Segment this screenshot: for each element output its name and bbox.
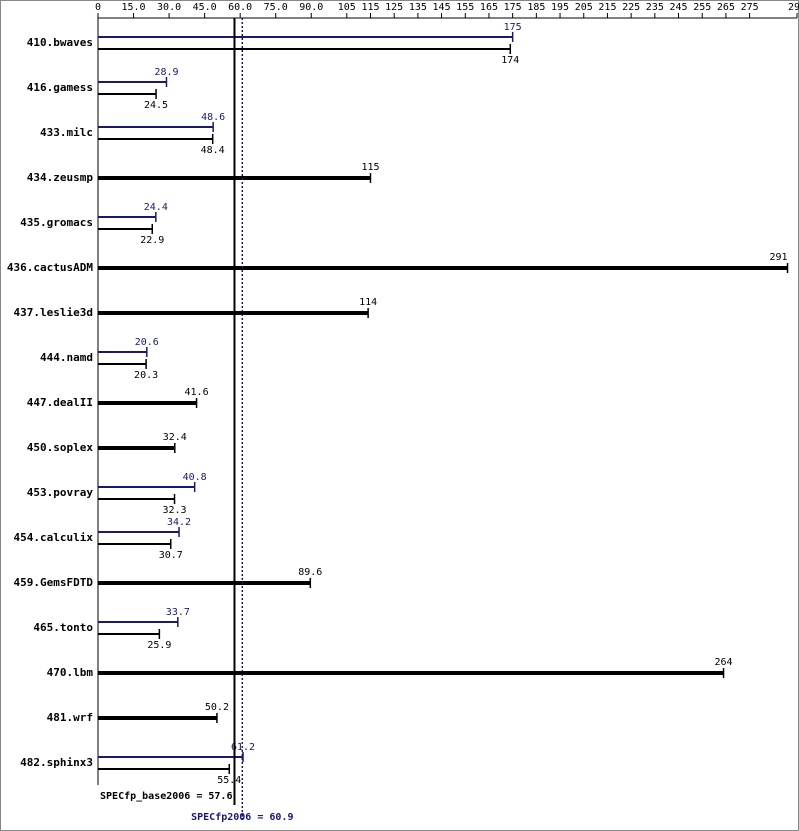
x-tick-label: 295 (788, 2, 799, 13)
x-tick-label: 265 (717, 2, 735, 13)
x-tick-label: 225 (622, 2, 640, 13)
value-label: 41.6 (185, 387, 209, 398)
x-tick-label: 215 (598, 2, 616, 13)
x-tick-label: 245 (669, 2, 687, 13)
x-tick-label: 30.0 (157, 2, 181, 13)
x-tick-label: 75.0 (264, 2, 288, 13)
value-label: 24.4 (144, 202, 168, 213)
x-tick-label: 255 (693, 2, 711, 13)
category-label: 470.lbm (47, 666, 94, 679)
value-label: 24.5 (144, 100, 168, 111)
category-label: 465.tonto (33, 621, 93, 634)
x-tick-label: 125 (385, 2, 403, 13)
value-label: 34.2 (167, 517, 191, 528)
x-tick-label: 155 (456, 2, 474, 13)
value-label: 20.6 (135, 337, 159, 348)
category-label: 433.milc (40, 126, 93, 139)
value-label: 48.4 (201, 145, 225, 156)
category-label: 453.povray (27, 486, 94, 499)
value-label: 175 (504, 22, 522, 33)
category-label: 435.gromacs (20, 216, 93, 229)
category-label: 437.leslie3d (14, 306, 93, 319)
value-label: 32.4 (163, 432, 187, 443)
x-tick-label: 145 (433, 2, 451, 13)
value-label: 291 (769, 252, 787, 263)
reference-label: SPECfp2006 = 60.9 (191, 812, 293, 823)
x-tick-label: 90.0 (299, 2, 323, 13)
value-label: 30.7 (159, 550, 183, 561)
value-label: 32.3 (162, 505, 186, 516)
x-tick-label: 235 (646, 2, 664, 13)
value-label: 33.7 (166, 607, 190, 618)
value-label: 115 (361, 162, 379, 173)
value-label: 28.9 (154, 67, 178, 78)
category-label: 482.sphinx3 (20, 756, 93, 769)
category-label: 450.soplex (27, 441, 94, 454)
x-tick-label: 45.0 (193, 2, 217, 13)
value-label: 48.6 (201, 112, 225, 123)
x-tick-label: 60.0 (228, 2, 252, 13)
x-tick-label: 205 (575, 2, 593, 13)
category-label: 410.bwaves (27, 36, 93, 49)
category-label: 436.cactusADM (7, 261, 93, 274)
x-tick-label: 275 (741, 2, 759, 13)
value-label: 264 (715, 657, 733, 668)
category-label: 434.zeusmp (27, 171, 94, 184)
value-label: 20.3 (134, 370, 158, 381)
x-tick-label: 175 (504, 2, 522, 13)
value-label: 89.6 (298, 567, 322, 578)
value-label: 22.9 (140, 235, 164, 246)
value-label: 114 (359, 297, 377, 308)
x-tick-label: 15.0 (121, 2, 145, 13)
x-tick-label: 135 (409, 2, 427, 13)
category-label: 447.dealII (27, 396, 93, 409)
category-label: 481.wrf (47, 711, 93, 724)
reference-label: SPECfp_base2006 = 57.6 (100, 791, 232, 802)
value-label: 55.4 (217, 775, 241, 786)
x-tick-label: 115 (361, 2, 379, 13)
category-label: 416.gamess (27, 81, 93, 94)
category-label: 459.GemsFDTD (14, 576, 94, 589)
category-label: 454.calculix (14, 531, 94, 544)
x-tick-label: 185 (527, 2, 545, 13)
x-tick-label: 195 (551, 2, 569, 13)
value-label: 174 (501, 55, 519, 66)
value-label: 40.8 (183, 472, 207, 483)
value-label: 25.9 (147, 640, 171, 651)
x-tick-label: 0 (95, 2, 101, 13)
value-label: 50.2 (205, 702, 229, 713)
x-tick-label: 165 (480, 2, 498, 13)
category-label: 444.namd (40, 351, 93, 364)
x-tick-label: 105 (338, 2, 356, 13)
